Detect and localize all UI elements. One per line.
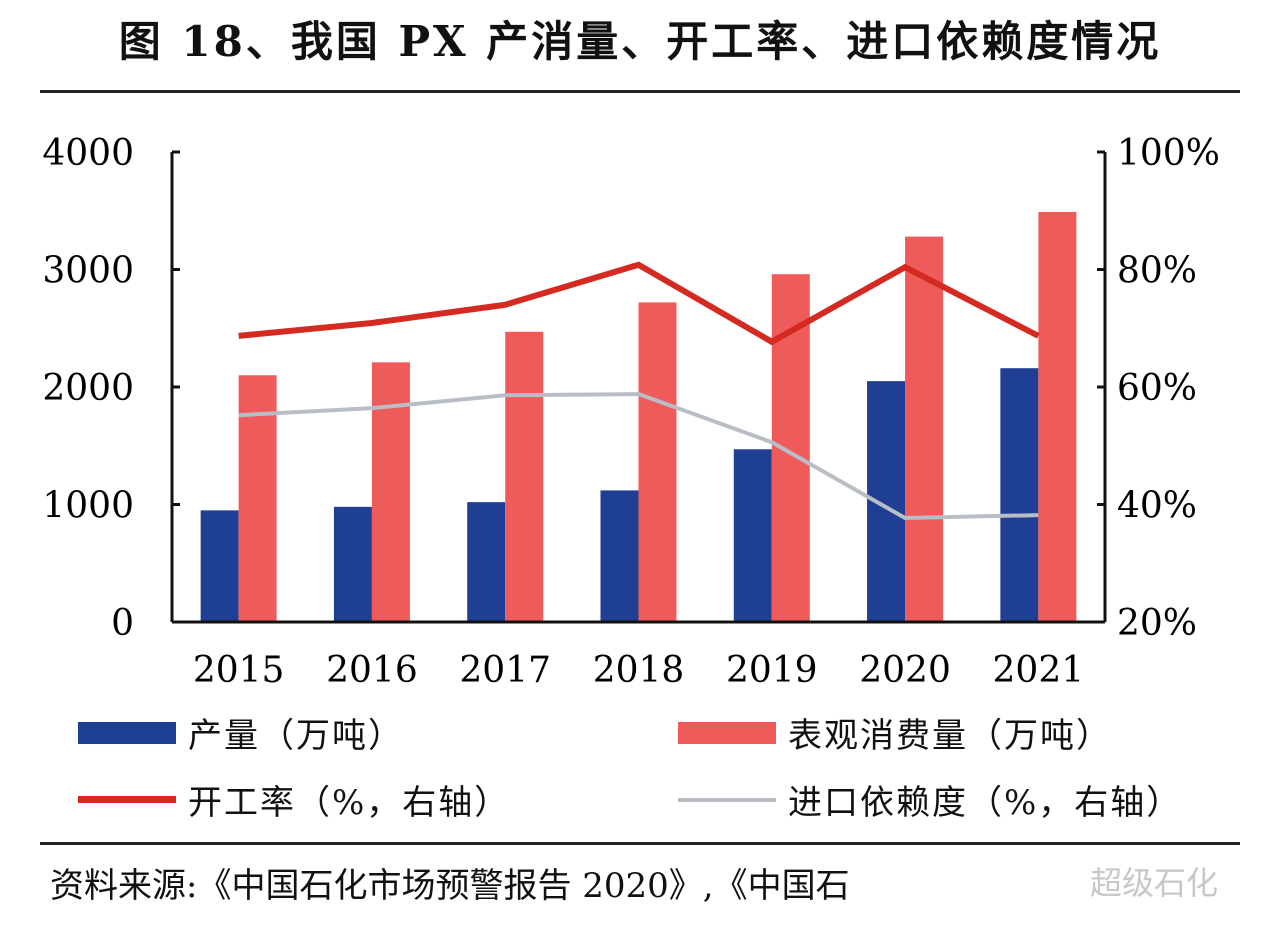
right-tick-label: 100% xyxy=(1117,133,1220,174)
left-tick-label: 1000 xyxy=(42,486,134,527)
left-tick-label: 4000 xyxy=(42,133,134,174)
watermark: 超级石化 xyxy=(1090,864,1219,902)
legend-swatch-import-dependence xyxy=(678,797,776,802)
left-tick-label: 0 xyxy=(111,603,134,644)
x-tick-label: 2021 xyxy=(993,650,1085,691)
bar-consumption-2018 xyxy=(638,302,677,622)
line-operating-rate xyxy=(238,261,1040,346)
bar-production-2018 xyxy=(600,490,639,622)
bar-production-2021 xyxy=(1000,368,1039,622)
source-note: 资料来源:《中国石化市场预警报告 2020》,《中国石 xyxy=(50,866,850,906)
x-tick-label: 2017 xyxy=(459,650,551,691)
left-tick-label: 2000 xyxy=(42,368,134,409)
right-tick-label: 40% xyxy=(1117,486,1197,527)
left-tick-label: 3000 xyxy=(42,251,134,292)
bar-production-2015 xyxy=(200,510,239,622)
x-tick-label: 2018 xyxy=(593,650,685,691)
bar-consumption-2016 xyxy=(371,362,410,622)
legend-operating-rate: 开工率（%，右轴） xyxy=(78,775,510,824)
bar-consumption-2017 xyxy=(505,331,544,622)
x-tick-label: 2020 xyxy=(859,650,951,691)
top-rule xyxy=(40,90,1240,93)
legend-import-dependence: 进口依赖度（%，右轴） xyxy=(678,775,1182,824)
line-import-dependence xyxy=(238,392,1039,521)
legend-swatch-production xyxy=(78,721,176,744)
bar-consumption-2020 xyxy=(905,236,944,622)
chart-title: 图 18、我国 PX 产消量、开工率、进口依赖度情况 xyxy=(118,17,1162,66)
x-tick-label: 2015 xyxy=(193,650,285,691)
x-tick-label: 2016 xyxy=(326,650,418,691)
chart: 0 1000 2000 3000 4000 20% 40% 60% 80% 100% 2015 201… xyxy=(42,133,1220,691)
legend-label-import-dependence: 进口依赖度（%，右轴） xyxy=(788,783,1183,823)
right-tick-label: 80% xyxy=(1117,251,1197,292)
right-tick-label: 20% xyxy=(1117,603,1197,644)
legend-consumption: 表观消费量（万吨） xyxy=(678,708,1112,757)
bar-production-2016 xyxy=(333,506,372,622)
legend-production: 产量（万吨） xyxy=(78,708,404,757)
bar-consumption-2021 xyxy=(1038,211,1077,623)
legend-label-production: 产量（万吨） xyxy=(188,716,404,756)
legend-swatch-consumption xyxy=(678,721,776,744)
bar-production-2017 xyxy=(467,502,506,622)
bottom-rule xyxy=(40,842,1240,845)
legend-label-operating-rate: 开工率（%，右轴） xyxy=(188,783,511,823)
legend-swatch-operating-rate xyxy=(78,796,176,803)
x-tick-label: 2019 xyxy=(726,650,818,691)
bar-production-2019 xyxy=(733,449,772,622)
legend-label-consumption: 表观消费量（万吨） xyxy=(788,716,1112,756)
right-tick-label: 60% xyxy=(1117,368,1197,409)
